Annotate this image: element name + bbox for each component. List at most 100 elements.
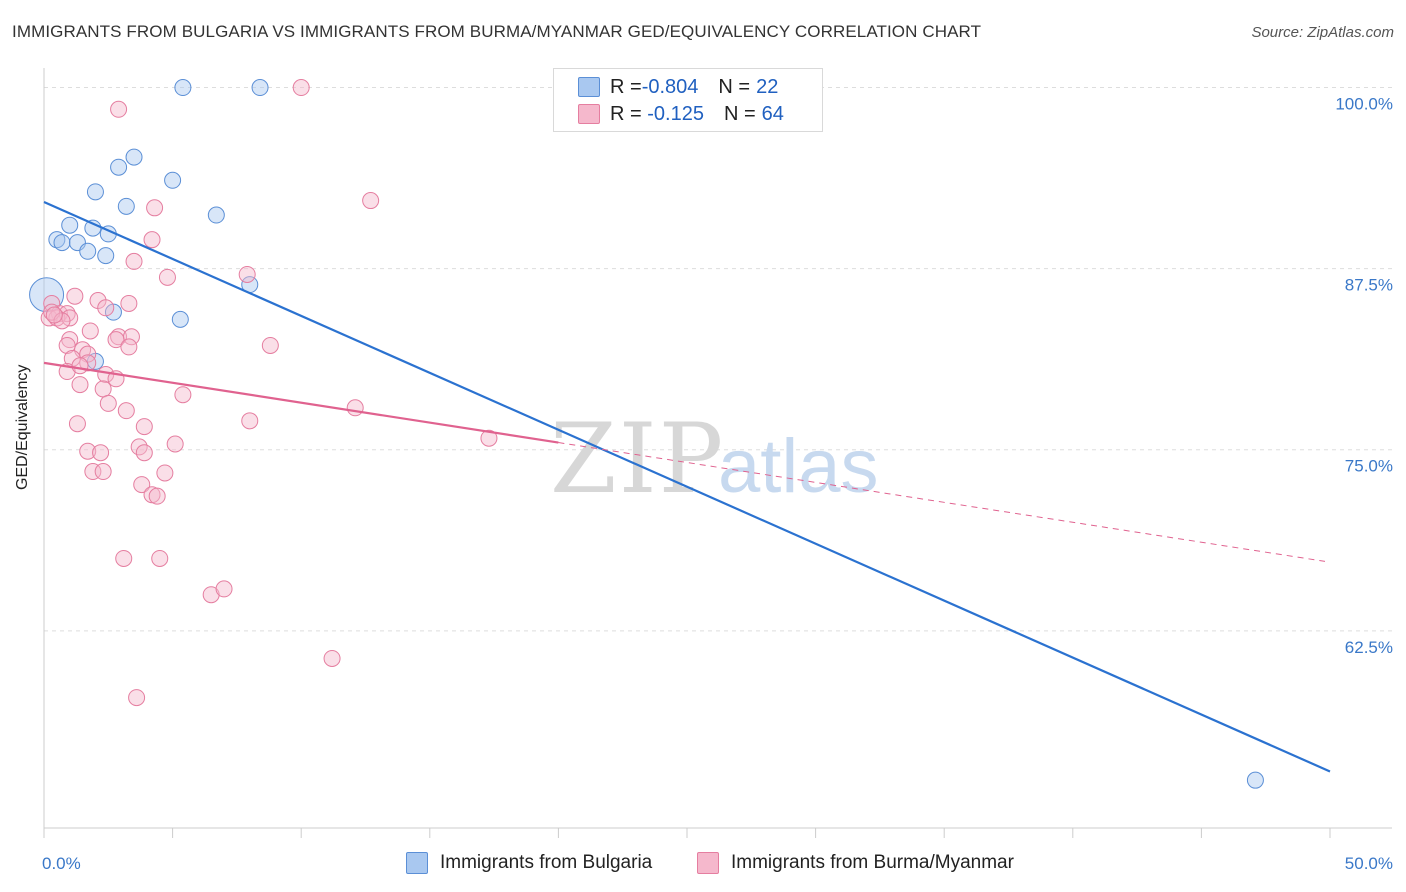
burma-point: [120, 294, 138, 312]
bulgaria-point: [207, 206, 225, 224]
burma-point: [156, 464, 174, 482]
watermark: ZIP atlas: [550, 403, 879, 515]
burma-point: [128, 689, 146, 707]
legend-row-bulgaria: R = -0.804 N = 22: [578, 76, 778, 98]
y-tick-label: 75.0%: [1345, 457, 1393, 476]
bulgaria-point: [79, 242, 97, 260]
burma-point: [71, 357, 89, 375]
burma-point: [158, 268, 176, 286]
burma-point: [94, 463, 112, 481]
legend-n-label: N =: [723, 102, 756, 125]
burma-point: [66, 287, 84, 305]
bulgaria-trend-line: [43, 201, 1331, 773]
gridlines: [44, 87, 1392, 632]
legend-r-label: R =: [610, 102, 642, 125]
burma-point: [261, 336, 279, 354]
burma-point: [79, 442, 97, 460]
bulgaria-point: [117, 197, 135, 215]
legend-box: R = -0.804 N = 22 R = -0.125 N = 64: [553, 68, 823, 132]
burma-point: [125, 252, 143, 270]
y-axis-label: GED/Equivalency: [14, 364, 31, 490]
burma-point: [81, 322, 99, 340]
burma-point: [133, 476, 151, 494]
bulgaria-point: [171, 310, 189, 328]
bottom-legend: Immigrants from Bulgaria Immigrants from…: [0, 852, 1406, 878]
burma-point: [148, 487, 166, 505]
chart-title: IMMIGRANTS FROM BULGARIA VS IMMIGRANTS F…: [12, 22, 982, 41]
bulgaria-point: [97, 247, 115, 265]
burma-point: [99, 394, 117, 412]
bottom-legend-label-blue: Immigrants from Bulgaria: [440, 852, 653, 873]
bulgaria-point: [164, 171, 182, 189]
burma-point: [215, 580, 233, 598]
y-tick-label: 100.0%: [1335, 94, 1393, 113]
x-tick-label: 0.0%: [42, 854, 81, 873]
burma-point: [241, 412, 259, 430]
burma-point: [58, 336, 76, 354]
burma-point: [146, 199, 164, 217]
legend-row-burma: R = -0.125 N = 64: [578, 103, 784, 125]
burma-point: [107, 331, 125, 349]
burma-point: [166, 435, 184, 453]
bottom-legend-burma: Immigrants from Burma/Myanmar: [697, 852, 1014, 874]
burma-point: [143, 231, 161, 249]
bulgaria-point: [104, 303, 122, 321]
bulgaria-point: [1246, 771, 1264, 789]
burma-point: [480, 429, 498, 447]
source-credit: Source: ZipAtlas.com: [1251, 24, 1394, 41]
burma-trend-extension: [558, 442, 1326, 562]
bottom-legend-label-pink: Immigrants from Burma/Myanmar: [731, 852, 1014, 873]
bottom-legend-bulgaria: Immigrants from Bulgaria: [406, 852, 652, 874]
bulgaria-point: [48, 231, 66, 249]
trend-lines: [43, 201, 1331, 773]
tick-labels: 100.0% 87.5% 75.0% 62.5% 0.0% 50.0%: [42, 94, 1393, 873]
burma-point: [110, 100, 128, 118]
burma-point: [117, 402, 135, 420]
x-tick-label: 50.0%: [1345, 854, 1393, 873]
legend-n-value: 22: [756, 75, 779, 98]
burma-point: [94, 380, 112, 398]
y-tick-label: 87.5%: [1345, 276, 1393, 295]
burma-point: [135, 418, 153, 436]
burma-point: [97, 299, 115, 317]
bulgaria-point: [110, 158, 128, 176]
burma-point: [346, 399, 364, 417]
legend-r-value: -0.125: [641, 102, 704, 125]
burma-point: [92, 444, 110, 462]
bulgaria-point: [125, 148, 143, 166]
burma-point: [84, 463, 102, 481]
burma-point: [71, 376, 89, 394]
burma-point: [238, 265, 256, 283]
bulgaria-point: [174, 79, 192, 97]
burma-point: [120, 338, 138, 356]
burma-point: [45, 306, 63, 324]
watermark-atlas: atlas: [718, 424, 879, 509]
legend-swatch-pink: [578, 104, 600, 124]
legend-r-value: -0.804: [641, 75, 699, 98]
bottom-legend-swatch-blue: [406, 852, 428, 874]
bulgaria-point: [251, 79, 269, 97]
burma-point: [323, 649, 341, 667]
legend-r-label: R =: [610, 75, 642, 98]
data-points: [29, 79, 1264, 789]
burma-point: [292, 79, 310, 97]
burma-trend-line: [43, 361, 559, 444]
legend-swatch-blue: [578, 77, 600, 97]
bottom-legend-swatch-pink: [697, 852, 719, 874]
axes: [43, 68, 1392, 838]
burma-point: [68, 415, 86, 433]
burma-point: [135, 444, 153, 462]
burma-point: [110, 328, 128, 346]
y-tick-label: 62.5%: [1345, 638, 1393, 657]
watermark-zip: ZIP: [550, 403, 725, 515]
burma-point: [115, 549, 133, 567]
legend-n-value: 64: [761, 102, 784, 125]
burma-point: [362, 192, 380, 210]
bulgaria-point: [61, 216, 79, 234]
burma-point: [174, 386, 192, 404]
bulgaria-point: [53, 234, 71, 252]
bulgaria-point: [86, 183, 104, 201]
burma-point: [151, 549, 169, 567]
legend-n-label: N =: [718, 75, 751, 98]
